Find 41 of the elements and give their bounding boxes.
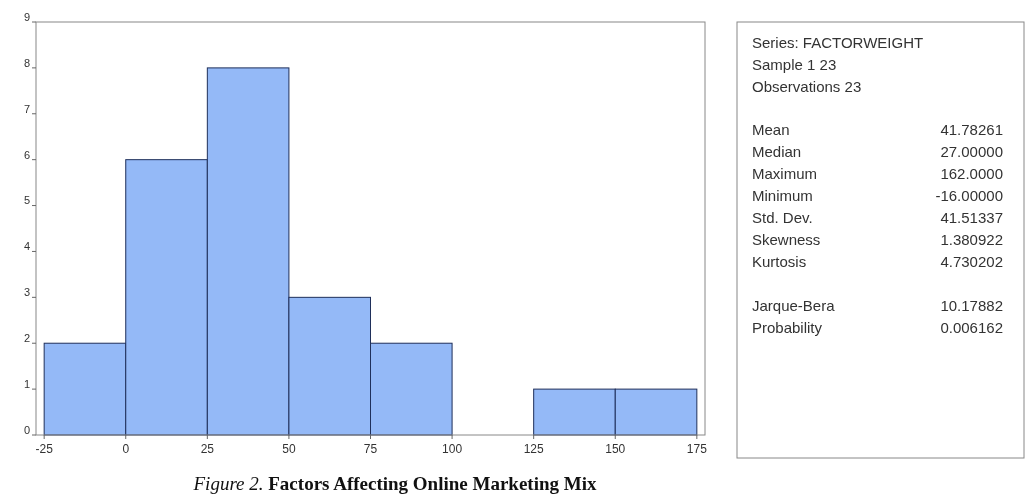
y-tick-label: 9 [23, 10, 30, 23]
x-tick-label: 175 [686, 442, 708, 456]
text: Kurtosis [752, 253, 807, 270]
y-tick-label: 6 [23, 148, 30, 161]
text: 1.380922 [940, 231, 1003, 248]
y-tick-label: 8 [23, 56, 30, 69]
x-tick-label: 50 [282, 442, 296, 456]
y-tick-label: 1 [23, 378, 30, 391]
text: 0.006162 [940, 319, 1003, 336]
text: Std. Dev. [752, 209, 813, 226]
y-tick-label: 4 [23, 240, 30, 253]
text: 162.0000 [940, 165, 1003, 182]
text: -16.00000 [935, 187, 1003, 204]
y-tick-label: 0 [23, 423, 30, 436]
text: Mean [752, 121, 790, 138]
text: 10.17882 [940, 297, 1003, 314]
y-tick-label: 2 [23, 332, 30, 345]
text: Probability [752, 319, 823, 336]
text: 41.51337 [940, 209, 1003, 226]
x-tick-label: 25 [200, 442, 215, 456]
x-tick-label: 150 [605, 442, 626, 456]
x-tick-label: 100 [442, 442, 463, 456]
text: Figure 2. Factors Affecting Online Marketing Mix [192, 473, 597, 494]
text: Sample 1 23 [752, 56, 837, 73]
x-tick-label: 0 [122, 442, 130, 456]
y-tick-label: 5 [23, 194, 30, 207]
x-tick-label: -25 [35, 442, 54, 456]
text: Minimum [752, 187, 813, 204]
text: Maximum [752, 165, 818, 182]
x-tick-label: 125 [523, 442, 544, 456]
y-tick-label: 3 [23, 286, 30, 299]
text: Jarque-Bera [752, 297, 836, 314]
text: Median [752, 143, 802, 160]
text: Series: FACTORWEIGHT [752, 34, 924, 51]
text: Observations 23 [752, 78, 862, 95]
x-tick-label: 75 [363, 442, 378, 456]
text: 4.730202 [940, 253, 1003, 270]
text: 41.78261 [940, 121, 1003, 138]
text: 27.00000 [940, 143, 1003, 160]
text: Skewness [752, 231, 821, 248]
y-tick-label: 7 [23, 102, 30, 115]
